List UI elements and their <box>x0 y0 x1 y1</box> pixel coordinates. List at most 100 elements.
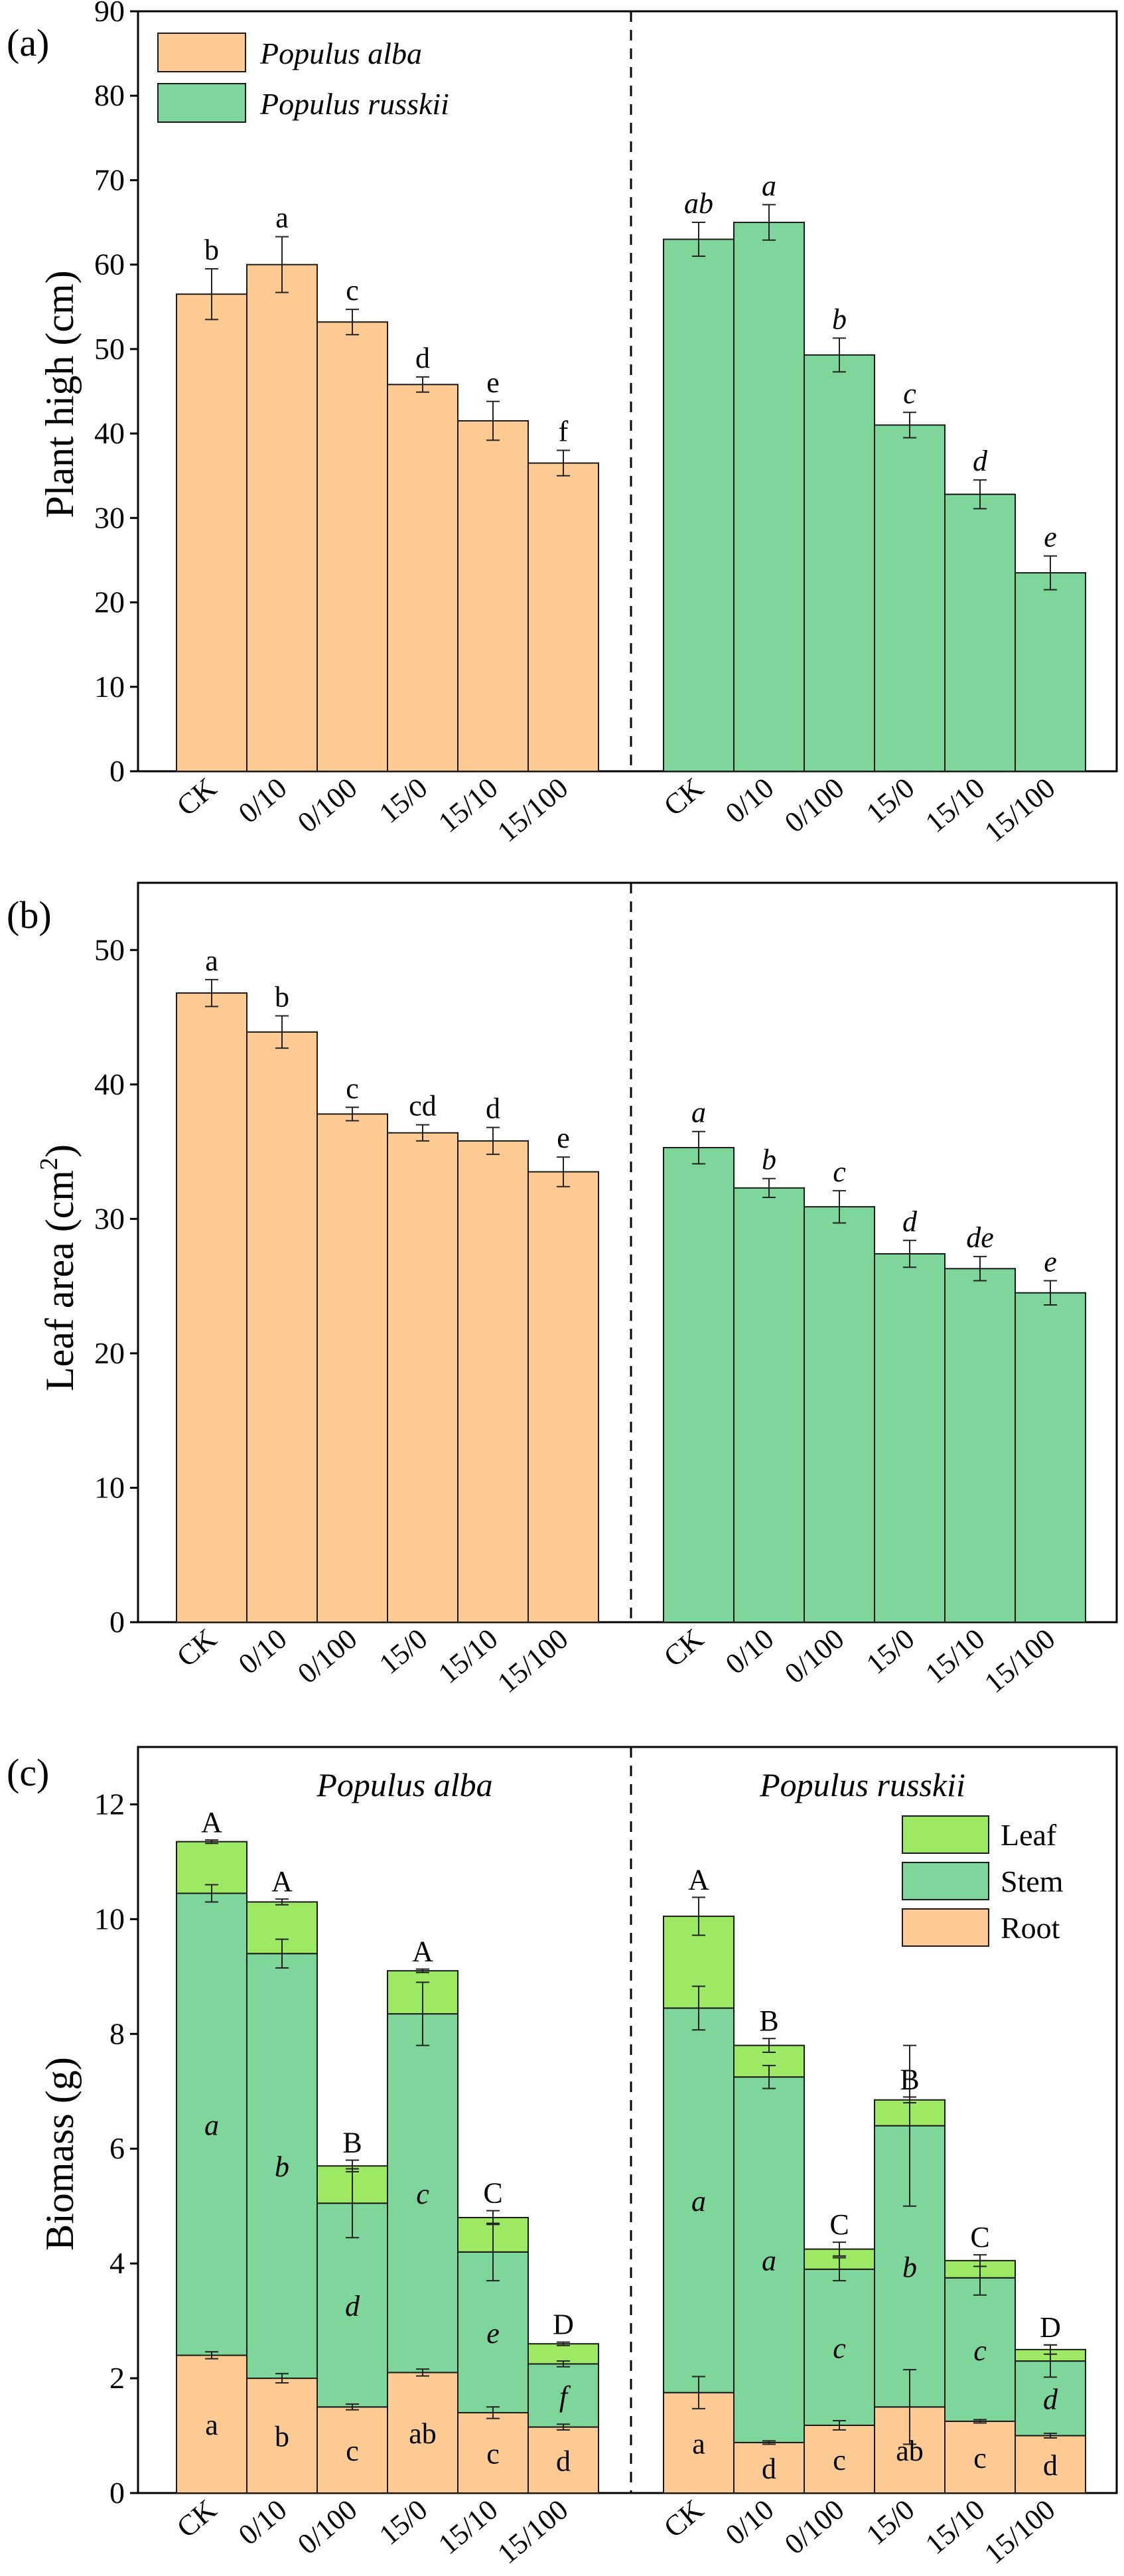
panel-c-ytick-label: 8 <box>109 2016 125 2050</box>
panel-a-xtick-label: 0/10 <box>232 771 293 830</box>
panel-a-plot-frame <box>137 10 1118 773</box>
panel-a-label: (a) <box>7 21 49 64</box>
legend-root-swatch <box>902 1908 989 1947</box>
panel-a-sig-letter: b <box>204 234 219 266</box>
panel-c-stem-segment <box>733 2076 805 2443</box>
panel-a-plant-height: (a) Plant high (cm) Populus alba Populus… <box>7 0 1118 848</box>
panel-b-sig-letter: c <box>833 1156 846 1188</box>
panel-b-sig-letter: b <box>762 1144 776 1176</box>
panel-b-bar <box>733 1187 805 1623</box>
panel-b-bar <box>176 992 247 1623</box>
panel-c-total-letter: B <box>900 2063 919 2095</box>
panel-a-bar <box>874 424 946 772</box>
panel-b-ytick-label: 10 <box>94 1470 125 1504</box>
panel-c-stem-segment <box>176 1892 247 2356</box>
panel-c-root-letter: d <box>762 2453 776 2485</box>
panel-c-xtick-label: 15/0 <box>860 2493 920 2551</box>
panel-c-root-letter: d <box>1043 2449 1058 2482</box>
panel-c-xtick-label: 15/10 <box>919 2493 991 2561</box>
panel-a-ytick-label: 50 <box>94 332 125 366</box>
panel-a-bar <box>246 264 318 772</box>
panel-a-sig-letter: a <box>275 202 289 234</box>
legend-alba-label: Populus alba <box>259 37 422 70</box>
panel-b-ylabel-main: Leaf area (cm <box>38 1170 82 1391</box>
panel-a-bar <box>733 222 805 772</box>
panel-c-stem-letter: d <box>1043 2383 1058 2415</box>
panel-c-root-letter: d <box>556 2445 571 2477</box>
panel-c-stem-letter: a <box>204 2109 219 2141</box>
panel-b-sig-letter: e <box>1044 1246 1057 1278</box>
panel-c-total-letter: A <box>688 1864 709 1896</box>
panel-a-xtick-label: 15/10 <box>919 771 991 839</box>
panel-a-sig-letter: c <box>346 274 359 307</box>
panel-a-xtick-label: 15/10 <box>432 771 504 839</box>
panel-c-root-letter: a <box>692 2427 705 2460</box>
legend-russkii-swatch <box>157 83 246 123</box>
panel-a-xtick-label: 15/100 <box>491 771 574 848</box>
panel-b-ylabel-sup: 2 <box>35 1158 63 1170</box>
legend-root-label: Root <box>1001 1911 1060 1945</box>
panel-c-root-letter: c <box>833 2444 846 2476</box>
panel-a-xtick-label: 0/10 <box>719 771 780 830</box>
panel-b-bar <box>1015 1292 1086 1624</box>
panel-b-sig-letter: cd <box>409 1090 437 1122</box>
panel-b-sig-letter: d <box>486 1093 500 1125</box>
panel-a-xtick-label: 15/100 <box>978 771 1061 848</box>
panel-a-ytick-label: 80 <box>94 78 125 112</box>
panel-c-root-segment <box>1015 2435 1086 2494</box>
panel-c-stem-segment <box>387 2013 458 2374</box>
panel-b-sig-letter: b <box>275 981 289 1014</box>
panel-b-xtick-label: 0/100 <box>291 1622 363 1690</box>
panel-c-stem-letter: b <box>902 2251 917 2283</box>
panel-b-xtick-label: 15/100 <box>978 1622 1061 1699</box>
panel-a-sig-letter: a <box>762 169 776 202</box>
panel-a-ytick-label: 70 <box>94 163 125 196</box>
panel-c-stem-letter: a <box>691 2185 706 2218</box>
panel-b-ylabel: Leaf area (cm2) <box>35 1144 82 1391</box>
panel-b-sig-letter: c <box>346 1072 359 1104</box>
panel-a-ytick-label: 0 <box>109 754 125 788</box>
panel-c-total-letter: A <box>412 1935 433 1968</box>
panel-b-bar <box>874 1253 946 1624</box>
panel-b-ytick-label: 40 <box>94 1067 125 1101</box>
panel-c-xtick-label: 0/100 <box>778 2493 850 2561</box>
panel-c-root-letter: b <box>275 2421 289 2453</box>
panel-a-bar <box>457 420 529 772</box>
panel-b-xtick-label: 15/100 <box>491 1622 574 1699</box>
panel-a-ytick-label: 60 <box>94 248 125 281</box>
panel-c-root-segment <box>457 2411 529 2494</box>
panel-a-sig-letter: c <box>903 377 916 410</box>
legend-stem-label: Stem <box>1001 1864 1064 1898</box>
panel-b-bar <box>944 1268 1016 1623</box>
panel-c-stem-letter: d <box>345 2290 360 2322</box>
panel-b-bar <box>804 1206 875 1623</box>
panel-a-xtick-label: CK <box>171 771 222 822</box>
panel-a-ytick-label: 90 <box>94 0 125 28</box>
panel-a-ylabel: Plant high (cm) <box>38 270 82 518</box>
panel-c-root-letter: ab <box>409 2417 437 2450</box>
panel-b-sig-letter: a <box>205 945 218 977</box>
panel-c-ytick-label: 12 <box>94 1787 125 1821</box>
panel-a-bar <box>387 384 458 772</box>
panel-b-ytick-label: 20 <box>94 1336 125 1370</box>
panel-c-total-letter: D <box>1040 2311 1061 2344</box>
panel-a-xtick-label: 15/0 <box>860 771 920 830</box>
panel-a-sig-letter: f <box>559 416 569 448</box>
panel-c-stem-letter: c <box>416 2178 429 2210</box>
panel-c-russkii-title: Populus russkii <box>759 1766 965 1803</box>
panel-b-bar <box>457 1140 529 1624</box>
panel-a-sig-letter: ab <box>684 187 713 220</box>
panel-c-total-letter: A <box>201 1806 222 1839</box>
panel-c-stem-letter: b <box>275 2151 289 2183</box>
panel-c-root-segment <box>246 2378 318 2494</box>
legend-organs: Leaf Stem Root <box>902 1815 1064 1947</box>
panel-c-stem-letter: e <box>486 2317 500 2350</box>
panel-b-ytick-label: 50 <box>94 933 125 966</box>
panel-b-label: (b) <box>7 893 52 937</box>
panel-c-stem-segment <box>804 2268 875 2426</box>
panel-b-bar <box>527 1171 599 1624</box>
panel-b-sig-letter: d <box>902 1205 918 1238</box>
panel-c-label: (c) <box>7 1751 49 1794</box>
